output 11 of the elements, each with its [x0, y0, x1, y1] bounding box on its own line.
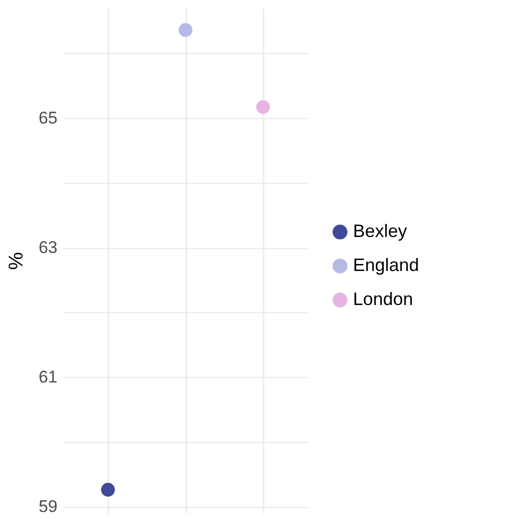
point: [256, 100, 270, 114]
point: [101, 482, 115, 497]
y-tick-label: 59: [38, 497, 58, 516]
legend-label: Bexley: [353, 221, 408, 241]
y-axis-title: %: [6, 252, 28, 270]
point: [178, 23, 192, 37]
legend-label: England: [353, 255, 420, 275]
y-tick-label: 61: [38, 368, 58, 387]
y-tick-label: 65: [38, 108, 58, 128]
legend-label: London: [353, 289, 414, 309]
y-tick-label: 63: [38, 238, 58, 258]
